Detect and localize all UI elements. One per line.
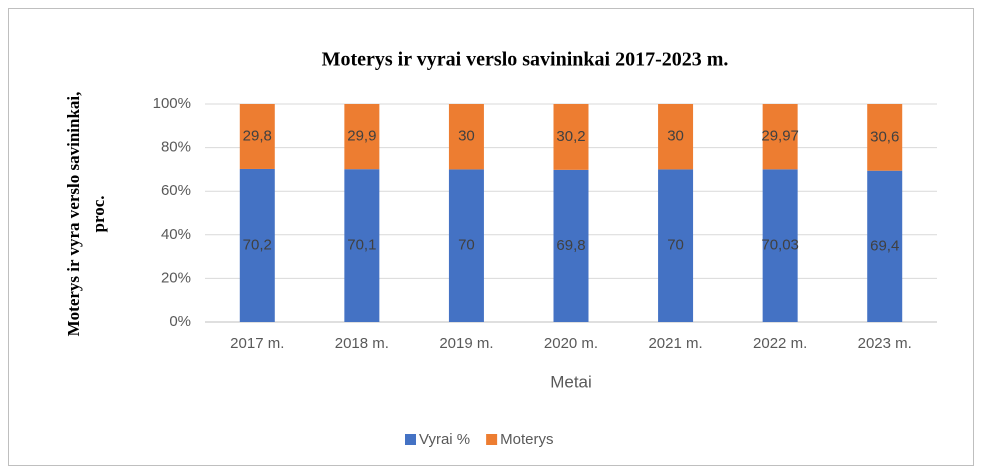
x-tick-label: 2017 m. <box>230 335 284 352</box>
bar <box>867 170 903 322</box>
data-label: 69,4 <box>870 237 899 254</box>
data-label: 30 <box>458 128 475 145</box>
y-axis-title: proc. <box>89 196 108 233</box>
legend-label: Moterys <box>500 431 553 448</box>
data-label: 29,8 <box>243 127 272 144</box>
bar <box>553 169 589 322</box>
data-label: 30,2 <box>556 128 585 145</box>
x-tick-label: 2020 m. <box>544 335 598 352</box>
data-label: 29,97 <box>761 128 799 145</box>
bar <box>239 168 275 322</box>
data-label: 70,2 <box>243 236 272 253</box>
y-tick-label: 80% <box>161 139 191 156</box>
y-tick-label: 100% <box>153 95 191 112</box>
x-tick-label: 2019 m. <box>439 335 493 352</box>
x-tick-label: 2023 m. <box>858 335 912 352</box>
data-label: 30 <box>667 128 684 145</box>
data-label: 70,1 <box>347 237 376 254</box>
data-label: 70 <box>458 237 475 254</box>
data-label: 30,6 <box>870 128 899 145</box>
legend-label: Vyrai % <box>419 431 470 448</box>
y-axis-title: Moterys ir vyra verslo savininkai, <box>64 92 83 337</box>
y-tick-label: 0% <box>169 313 191 330</box>
x-axis-title: Metai <box>550 372 592 391</box>
data-label: 70 <box>667 237 684 254</box>
bar <box>762 169 798 322</box>
bar <box>553 104 589 170</box>
bar <box>344 169 380 322</box>
y-tick-label: 60% <box>161 182 191 199</box>
legend-swatch <box>405 434 416 445</box>
bar <box>448 104 484 170</box>
chart-border <box>8 8 974 466</box>
x-tick-label: 2022 m. <box>753 335 807 352</box>
bar <box>239 104 275 169</box>
data-label: 69,8 <box>556 237 585 254</box>
chart-title: Moterys ir vyrai verslo savininkai 2017-… <box>322 49 729 71</box>
bar <box>867 104 903 171</box>
x-tick-label: 2021 m. <box>648 335 702 352</box>
x-tick-label: 2018 m. <box>335 335 389 352</box>
bar <box>448 169 484 322</box>
data-label: 70,03 <box>761 237 799 254</box>
y-tick-label: 40% <box>161 226 191 243</box>
bar <box>344 104 380 170</box>
bar <box>762 104 798 170</box>
y-tick-label: 20% <box>161 269 191 286</box>
legend-swatch <box>486 434 498 445</box>
bar <box>658 104 694 170</box>
data-label: 29,9 <box>347 128 376 145</box>
bar <box>658 169 694 322</box>
